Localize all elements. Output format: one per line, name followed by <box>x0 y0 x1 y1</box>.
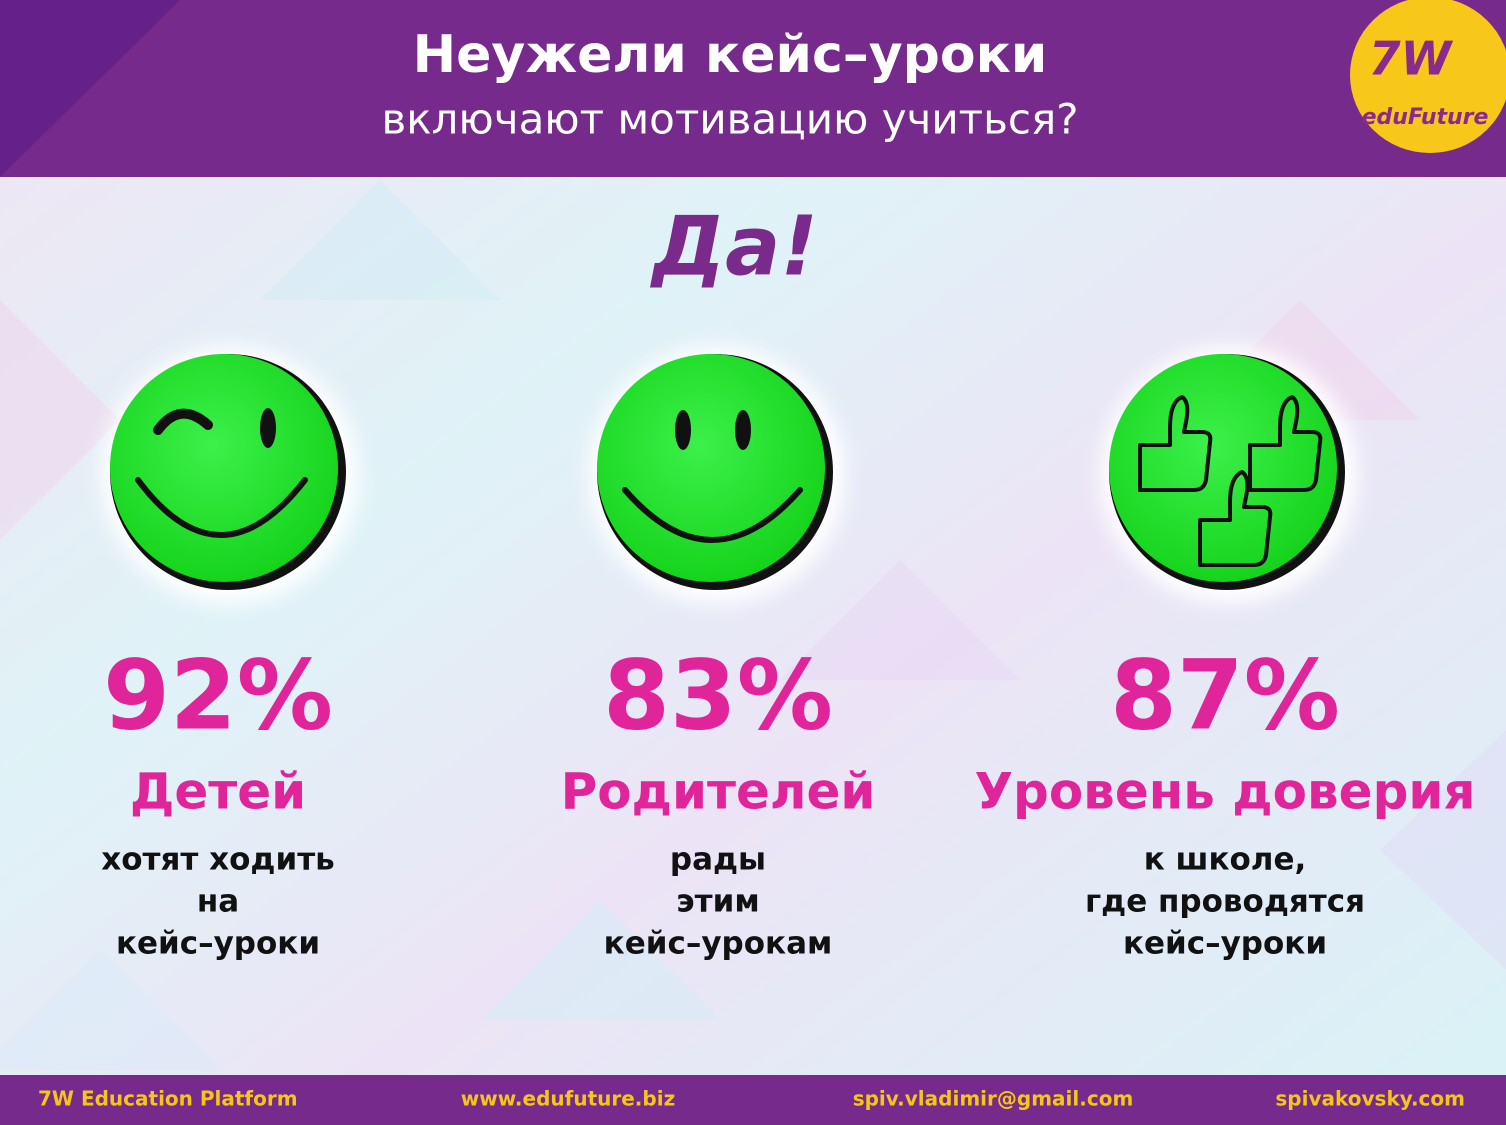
description-line: к школе, <box>1144 842 1307 878</box>
description-line: рады <box>670 842 766 878</box>
footer-item: www.edufuture.biz <box>461 1087 675 1111</box>
logo: 7W eduFuture <box>1350 0 1506 153</box>
description-line: этим <box>676 884 759 920</box>
percent: 87% <box>1110 639 1340 751</box>
percent: 83% <box>603 639 833 751</box>
smile-smiley <box>589 347 845 603</box>
group-label: Детей <box>130 763 306 821</box>
subtitle: включают мотивацию учиться? <box>381 95 1078 144</box>
header-decor <box>0 0 180 177</box>
percent: 92% <box>103 639 333 751</box>
footer-item: spivakovsky.com <box>1275 1087 1465 1111</box>
description-line: кейс–уроки <box>1123 926 1327 962</box>
description-line: хотят ходить <box>101 842 335 878</box>
header-band <box>0 0 1506 177</box>
wink-smiley <box>102 347 358 603</box>
logo-name: eduFuture <box>1362 105 1489 130</box>
footer-item: 7W Education Platform <box>38 1087 298 1111</box>
thumbs-badge <box>1101 347 1357 603</box>
group-label: Уровень доверия <box>974 763 1475 821</box>
footer-band <box>0 1075 1506 1125</box>
group-label: Родителей <box>561 763 876 821</box>
footer-item: spiv.vladimir@gmail.com <box>853 1087 1134 1111</box>
logo-mark: 7W <box>1369 32 1454 86</box>
description-line: кейс–урокам <box>604 926 833 962</box>
description-line: где проводятся <box>1085 884 1365 920</box>
answer: Да! <box>649 199 818 294</box>
triangle-pattern <box>0 180 1506 1070</box>
description-line: на <box>197 884 239 920</box>
description-line: кейс–уроки <box>116 926 320 962</box>
title: Неужели кейс–уроки <box>413 25 1048 85</box>
